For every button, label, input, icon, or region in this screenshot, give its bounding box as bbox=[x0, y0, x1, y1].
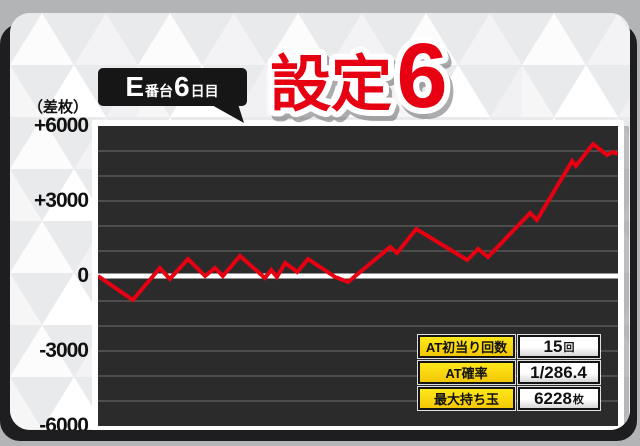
stat-value-number: 15 bbox=[543, 336, 563, 356]
title-main-text: 設定 bbox=[270, 50, 392, 118]
y-axis-unit-label: （差枚） bbox=[27, 99, 88, 116]
day-number: 6 bbox=[174, 71, 190, 102]
svg-text:設定 6: 設定 6 bbox=[270, 25, 448, 123]
y-tick-label: +3000 bbox=[34, 189, 89, 212]
stat-label-max-coins: 最大持ち玉 bbox=[418, 387, 515, 410]
table-row: 最大持ち玉 6228 枚 bbox=[418, 387, 600, 410]
y-tick-label: 0 bbox=[77, 264, 89, 287]
machine-letter: E bbox=[125, 71, 145, 102]
y-tick-label: +6000 bbox=[34, 114, 89, 137]
machine-label-text: 番台 bbox=[145, 83, 174, 99]
card: E 番台 6 日目 設定 6 （差枚） +6000 +3000 0 -3000 -600… bbox=[10, 13, 630, 430]
stat-value-unit: 枚 bbox=[572, 393, 584, 406]
y-tick-label: -3000 bbox=[39, 339, 89, 362]
stat-value-number: 6228 bbox=[534, 388, 572, 408]
table-row: AT初当り回数 15 回 bbox=[418, 335, 600, 358]
table-row: AT確率 1/286.4 bbox=[418, 361, 600, 384]
machine-label-bubble: E 番台 6 日目 bbox=[98, 68, 247, 106]
y-tick-label: -6000 bbox=[39, 414, 89, 430]
stats-table: AT初当り回数 15 回 AT確率 1/286.4 最大持ち玉 6228 枚 bbox=[418, 335, 600, 410]
stat-value-at-hits: 15 回 bbox=[518, 335, 600, 358]
bubble-tail bbox=[210, 104, 244, 123]
title-number-text: 6 bbox=[396, 25, 447, 123]
page-title: 設定 6 bbox=[264, 19, 498, 133]
stat-value-at-probability: 1/286.4 bbox=[518, 361, 600, 384]
data-line bbox=[98, 141, 618, 303]
stat-value-max-coins: 6228 枚 bbox=[518, 387, 600, 410]
line-chart bbox=[98, 141, 618, 402]
stat-label-at-probability: AT確率 bbox=[418, 361, 515, 384]
day-label-text: 日目 bbox=[190, 83, 219, 99]
stat-value-number: 1/286.4 bbox=[530, 362, 587, 382]
stat-value-unit: 回 bbox=[563, 341, 575, 354]
chart-frame bbox=[92, 120, 624, 430]
stat-label-at-hits: AT初当り回数 bbox=[418, 335, 515, 358]
